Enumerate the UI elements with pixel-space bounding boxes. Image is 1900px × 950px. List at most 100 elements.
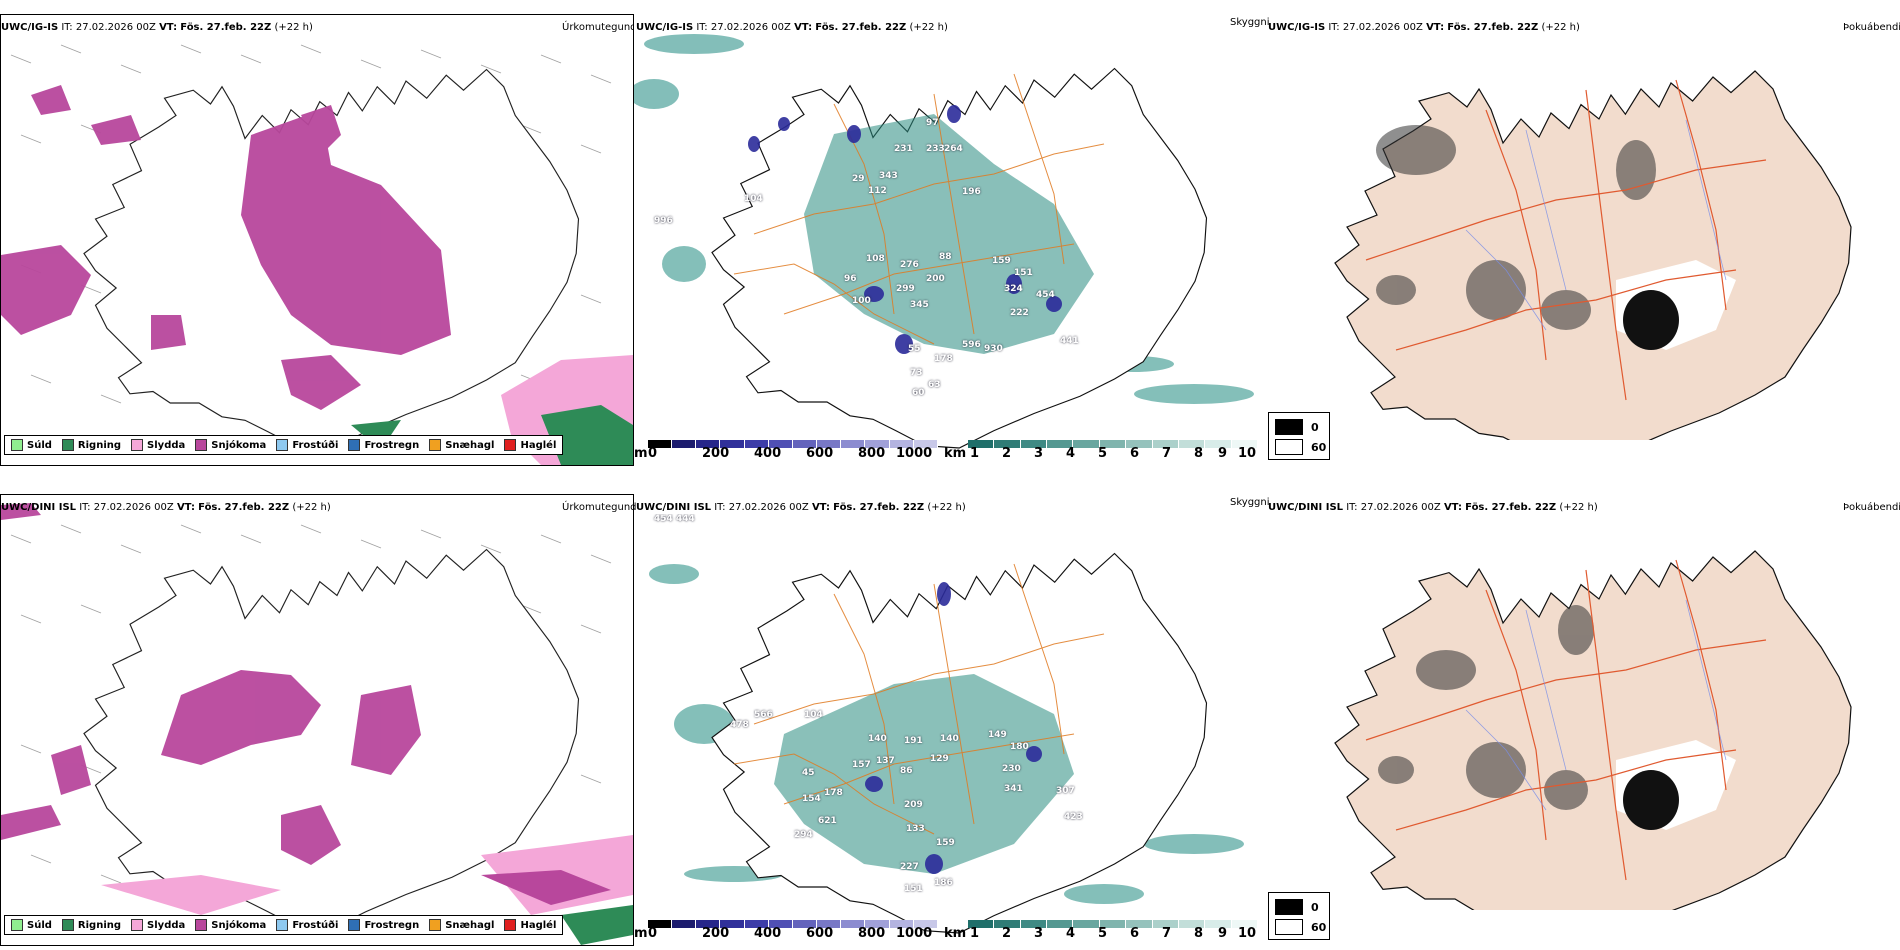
- visibility-colorbar-segment: [994, 920, 1021, 928]
- model-name: UWC/IG-IS: [1, 22, 59, 33]
- fog-swatch-dark: [1275, 899, 1303, 915]
- legend-item-rain: Rigning: [61, 439, 121, 451]
- elevation-label: 159: [992, 256, 1011, 266]
- vt-value: Fös. 27.feb. 22Z: [1465, 502, 1557, 513]
- legend-item-freezing-drizzle: Frostúði: [276, 439, 338, 451]
- fog-panel-2: [1266, 510, 1900, 910]
- fog-legend-bottom-value: 60: [1311, 920, 1327, 934]
- model-name: UWC/DINI ISL: [636, 502, 712, 513]
- fog-legend-row-top: 0: [1275, 899, 1319, 915]
- model-name: UWC/IG-IS: [636, 22, 694, 33]
- vis-tick: 10: [1238, 926, 1257, 941]
- vis-tick: 4: [1066, 446, 1076, 461]
- height-colorbar-segment: [913, 440, 938, 448]
- elevation-label: 996: [654, 216, 673, 226]
- legend-item-rain: Rigning: [61, 919, 122, 931]
- vis-tick: 4: [1066, 926, 1076, 941]
- legend-swatch: [348, 439, 361, 451]
- legend-item-snow-pellets: Snæhagl: [429, 439, 494, 451]
- fog-swatch-light: [1275, 439, 1303, 455]
- legend-item-drizzle: Súld: [11, 919, 52, 931]
- vis-tick: 1: [970, 446, 980, 461]
- elevation-label: 222: [1010, 308, 1029, 318]
- vis-tick: 3: [1034, 446, 1044, 461]
- height-tick: 600: [806, 446, 834, 461]
- legend-label: Snjókoma: [211, 919, 267, 931]
- legend-label: Slydda: [147, 439, 186, 451]
- legend-label: Haglél: [520, 919, 557, 931]
- height-tick: 0: [648, 446, 658, 461]
- height-colorbar-segment: [792, 440, 818, 448]
- visibility-colorbar-segment: [1047, 440, 1074, 448]
- fog-legend-1: 0 60: [1268, 412, 1330, 460]
- elevation-label: 178: [934, 354, 953, 364]
- vis-tick: 7: [1162, 926, 1172, 941]
- it-value: 27.02.2026 00Z: [728, 502, 809, 513]
- panel-title-fog-2: Þokuábendi: [1843, 502, 1900, 513]
- visibility-colorbar-segment: [1205, 920, 1232, 928]
- visibility-colorbar-segment: [1205, 440, 1232, 448]
- elevation-label: 63: [928, 380, 941, 390]
- visibility-colorbar-2: [968, 920, 1258, 928]
- elevation-label: 149: [988, 730, 1007, 740]
- header-1b: UWC/IG-IS IT: 27.02.2026 00Z VT: Fös. 27…: [636, 22, 948, 33]
- elevation-label: 441: [1060, 336, 1079, 346]
- visibility-colorbar-segment: [1178, 920, 1206, 928]
- model-name: UWC/DINI ISL: [1268, 502, 1344, 513]
- elevation-label: 454: [654, 514, 673, 524]
- legend-label: Frostregn: [364, 439, 420, 451]
- elevation-label: 233: [926, 144, 945, 154]
- elevation-label: 137: [876, 756, 895, 766]
- precip-type-legend-1: Súld Rigning Slydda Snjókoma Frostúði Fr…: [4, 435, 564, 455]
- lead-time: (+22 h): [274, 22, 313, 33]
- legend-swatch: [131, 439, 144, 451]
- elevation-label: 140: [868, 734, 887, 744]
- visibility-colorbar-segment: [1178, 440, 1206, 448]
- elevation-label: 129: [930, 754, 949, 764]
- legend-swatch: [11, 439, 23, 451]
- vt-value: Fös. 27.feb. 22Z: [815, 22, 907, 33]
- legend-label: Rigning: [77, 919, 122, 931]
- visibility-colorbar-segment: [1231, 920, 1258, 928]
- vis-tick: 8: [1194, 446, 1204, 461]
- elevation-label: 151: [904, 884, 923, 894]
- fog-legend-2: 0 60: [1268, 892, 1330, 940]
- vis-unit: km: [944, 446, 967, 461]
- legend-swatch: [61, 439, 74, 451]
- legend-label: Snæhagl: [445, 439, 495, 451]
- visibility-colorbar-segment: [1047, 920, 1074, 928]
- legend-swatch: [504, 439, 517, 451]
- elevation-label: 159: [936, 838, 955, 848]
- height-colorbar-segment: [672, 440, 697, 448]
- header-2b: UWC/DINI ISL IT: 27.02.2026 00Z VT: Fös.…: [636, 502, 966, 513]
- elevation-label: 154: [802, 794, 821, 804]
- fog-panel-1: [1266, 30, 1900, 440]
- elevation-label: 86: [900, 766, 913, 776]
- vis-tick: 10: [1238, 446, 1257, 461]
- elevation-label: 73: [910, 368, 923, 378]
- visibility-colorbar-segment: [1152, 440, 1179, 448]
- legend-swatch: [11, 919, 23, 931]
- legend-item-hail: Haglél: [504, 439, 556, 451]
- visibility-colorbar-segment: [1073, 920, 1100, 928]
- elevation-label: 324: [1004, 284, 1023, 294]
- vt-label: VT:: [1443, 502, 1462, 513]
- legend-swatch: [276, 439, 289, 451]
- legend-item-drizzle: Súld: [11, 439, 52, 451]
- elevation-label: 307: [1056, 786, 1075, 796]
- visibility-colorbar-segment: [968, 920, 995, 928]
- elevation-label: 45: [802, 768, 815, 778]
- precip-type-map-1: [1, 15, 633, 465]
- height-colorbar-segment: [672, 920, 697, 928]
- height-tick: 800: [858, 446, 886, 461]
- height-tick: 400: [754, 446, 782, 461]
- elevation-label: 444: [676, 514, 695, 524]
- elevation-label: 191: [904, 736, 923, 746]
- elevation-label: 96: [844, 274, 857, 284]
- vis-tick: 2: [1002, 926, 1012, 941]
- visibility-colorbar-segment: [1126, 440, 1153, 448]
- elevation-label: 423: [1064, 812, 1083, 822]
- elevation-label: 97: [926, 118, 939, 128]
- elevation-label: 930: [984, 344, 1003, 354]
- visibility-colorbar-segment: [1073, 440, 1100, 448]
